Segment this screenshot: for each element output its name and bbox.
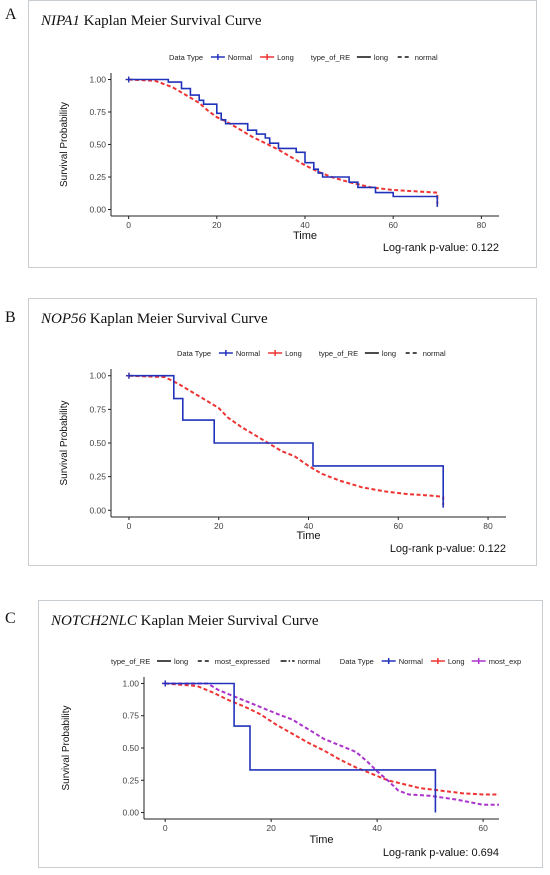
legend: Data Type Normal Long type_of_RE long normal bbox=[177, 349, 446, 358]
panel-letter-b: B bbox=[5, 309, 16, 326]
chart-title: NIPA1 Kaplan Meier Survival Curve bbox=[40, 13, 262, 29]
series-line-normal bbox=[128, 78, 439, 207]
legend-group-title: Data Type bbox=[177, 349, 211, 358]
log-rank-pvalue: Log-rank p-value: 0.122 bbox=[390, 543, 506, 555]
legend-item-label: most_exp bbox=[489, 657, 522, 666]
y-tick-label: 0.75 bbox=[89, 404, 106, 414]
legend-item-label: Normal bbox=[399, 657, 424, 666]
y-tick-label: 1.00 bbox=[89, 75, 106, 85]
series-group bbox=[125, 76, 439, 207]
axes: 0 20 40 60 80 0.00 0.25 0.50 0.75 1.00 Time Surviva… bbox=[59, 369, 506, 542]
x-tick-label: 60 bbox=[394, 521, 404, 531]
legend-group-title: Data Type bbox=[169, 53, 203, 62]
series-line-long bbox=[128, 78, 439, 205]
y-axis-label: Survival Probability bbox=[59, 102, 70, 187]
legend-item-label: long bbox=[174, 657, 188, 666]
y-tick-label: 1.00 bbox=[89, 371, 106, 381]
y-tick-label: 0.25 bbox=[89, 472, 106, 482]
x-tick-label: 0 bbox=[127, 521, 132, 531]
panel-c: NOTCH2NLC Kaplan Meier Survival Curve typ… bbox=[38, 600, 543, 868]
series-group bbox=[162, 680, 499, 813]
panel-letter-c: C bbox=[5, 610, 16, 627]
x-tick-label: 60 bbox=[478, 823, 488, 833]
series-line-normal bbox=[129, 374, 444, 508]
x-tick-label: 80 bbox=[477, 220, 487, 230]
axes: 0 20 40 60 80 0.00 0.25 0.50 0.75 1.00 Time Surviva… bbox=[59, 73, 499, 242]
y-axis-label: Survival Probability bbox=[61, 705, 72, 790]
x-tick-label: 20 bbox=[214, 521, 224, 531]
axes: 0 20 40 60 0.00 0.25 0.50 0.75 1.00 Time Survival … bbox=[61, 677, 499, 846]
y-tick-label: 0.75 bbox=[122, 711, 139, 721]
x-tick-label: 0 bbox=[126, 220, 131, 230]
log-rank-pvalue: Log-rank p-value: 0.694 bbox=[383, 847, 499, 859]
series-line-most-exp bbox=[165, 682, 499, 806]
series-line-normal bbox=[165, 682, 437, 813]
legend: type_of_RE long most_expressed normal Data T… bbox=[111, 657, 521, 666]
y-tick-label: 0.00 bbox=[122, 808, 139, 818]
y-tick-label: 0.25 bbox=[122, 775, 139, 785]
chart-title: NOTCH2NLC Kaplan Meier Survival Curve bbox=[50, 613, 319, 629]
x-axis-label: Time bbox=[293, 230, 317, 242]
panel-letter-a: A bbox=[5, 6, 17, 23]
title-rest: Kaplan Meier Survival Curve bbox=[80, 13, 262, 29]
title-gene: NOP56 bbox=[40, 311, 87, 327]
km-chart-c: NOTCH2NLC Kaplan Meier Survival Curve typ… bbox=[50, 613, 521, 859]
legend-item-label: normal bbox=[415, 53, 438, 62]
chart-title: NOP56 Kaplan Meier Survival Curve bbox=[40, 311, 268, 327]
legend-item-label: long bbox=[382, 349, 396, 358]
legend-item-label: normal bbox=[298, 657, 321, 666]
legend-item-label: Normal bbox=[228, 53, 253, 62]
legend-item-label: Long bbox=[448, 657, 465, 666]
series-group bbox=[125, 372, 445, 508]
y-tick-label: 0.50 bbox=[122, 743, 139, 753]
title-rest: Kaplan Meier Survival Curve bbox=[86, 311, 268, 327]
km-chart-a: NIPA1 Kaplan Meier Survival Curve Data Ty… bbox=[40, 13, 499, 254]
legend-group-title: type_of_RE bbox=[319, 349, 358, 358]
legend: Data Type Normal Long type_of_RE long normal bbox=[169, 53, 438, 62]
y-axis-label: Survival Probability bbox=[59, 400, 70, 485]
x-tick-label: 80 bbox=[483, 521, 493, 531]
series-line-long bbox=[128, 374, 445, 505]
title-gene: NIPA1 bbox=[40, 13, 80, 29]
km-chart-b: NOP56 Kaplan Meier Survival Curve Data Ty… bbox=[40, 311, 506, 555]
legend-group-title: Data Type bbox=[340, 657, 374, 666]
legend-group-title: type_of_RE bbox=[111, 657, 150, 666]
x-tick-label: 40 bbox=[304, 521, 314, 531]
y-tick-label: 0.50 bbox=[89, 140, 106, 150]
x-tick-label: 40 bbox=[372, 823, 382, 833]
x-tick-label: 20 bbox=[212, 220, 222, 230]
legend-item-label: Long bbox=[285, 349, 302, 358]
legend-item-label: Long bbox=[277, 53, 294, 62]
y-tick-label: 0.75 bbox=[89, 107, 106, 117]
legend-item-label: Normal bbox=[236, 349, 261, 358]
y-tick-label: 0.00 bbox=[89, 205, 106, 215]
x-tick-label: 0 bbox=[163, 823, 168, 833]
y-tick-label: 0.00 bbox=[89, 505, 106, 515]
x-axis-label: Time bbox=[309, 834, 333, 846]
legend-item-label: long bbox=[374, 53, 388, 62]
legend-item-label: normal bbox=[423, 349, 446, 358]
x-axis-label: Time bbox=[296, 530, 320, 542]
series-line-long bbox=[165, 682, 499, 796]
y-tick-label: 0.50 bbox=[89, 438, 106, 448]
panel-a: NIPA1 Kaplan Meier Survival Curve Data Ty… bbox=[28, 0, 537, 268]
panel-b: NOP56 Kaplan Meier Survival Curve Data Ty… bbox=[28, 298, 537, 566]
x-tick-label: 40 bbox=[300, 220, 310, 230]
legend-group-title: type_of_RE bbox=[311, 53, 350, 62]
legend-item-label: most_expressed bbox=[215, 657, 270, 666]
title-gene: NOTCH2NLC bbox=[50, 613, 138, 629]
y-tick-label: 0.25 bbox=[89, 172, 106, 182]
x-tick-label: 60 bbox=[388, 220, 398, 230]
y-tick-label: 1.00 bbox=[122, 678, 139, 688]
title-rest: Kaplan Meier Survival Curve bbox=[137, 613, 319, 629]
x-tick-label: 20 bbox=[266, 823, 276, 833]
log-rank-pvalue: Log-rank p-value: 0.122 bbox=[383, 242, 499, 254]
